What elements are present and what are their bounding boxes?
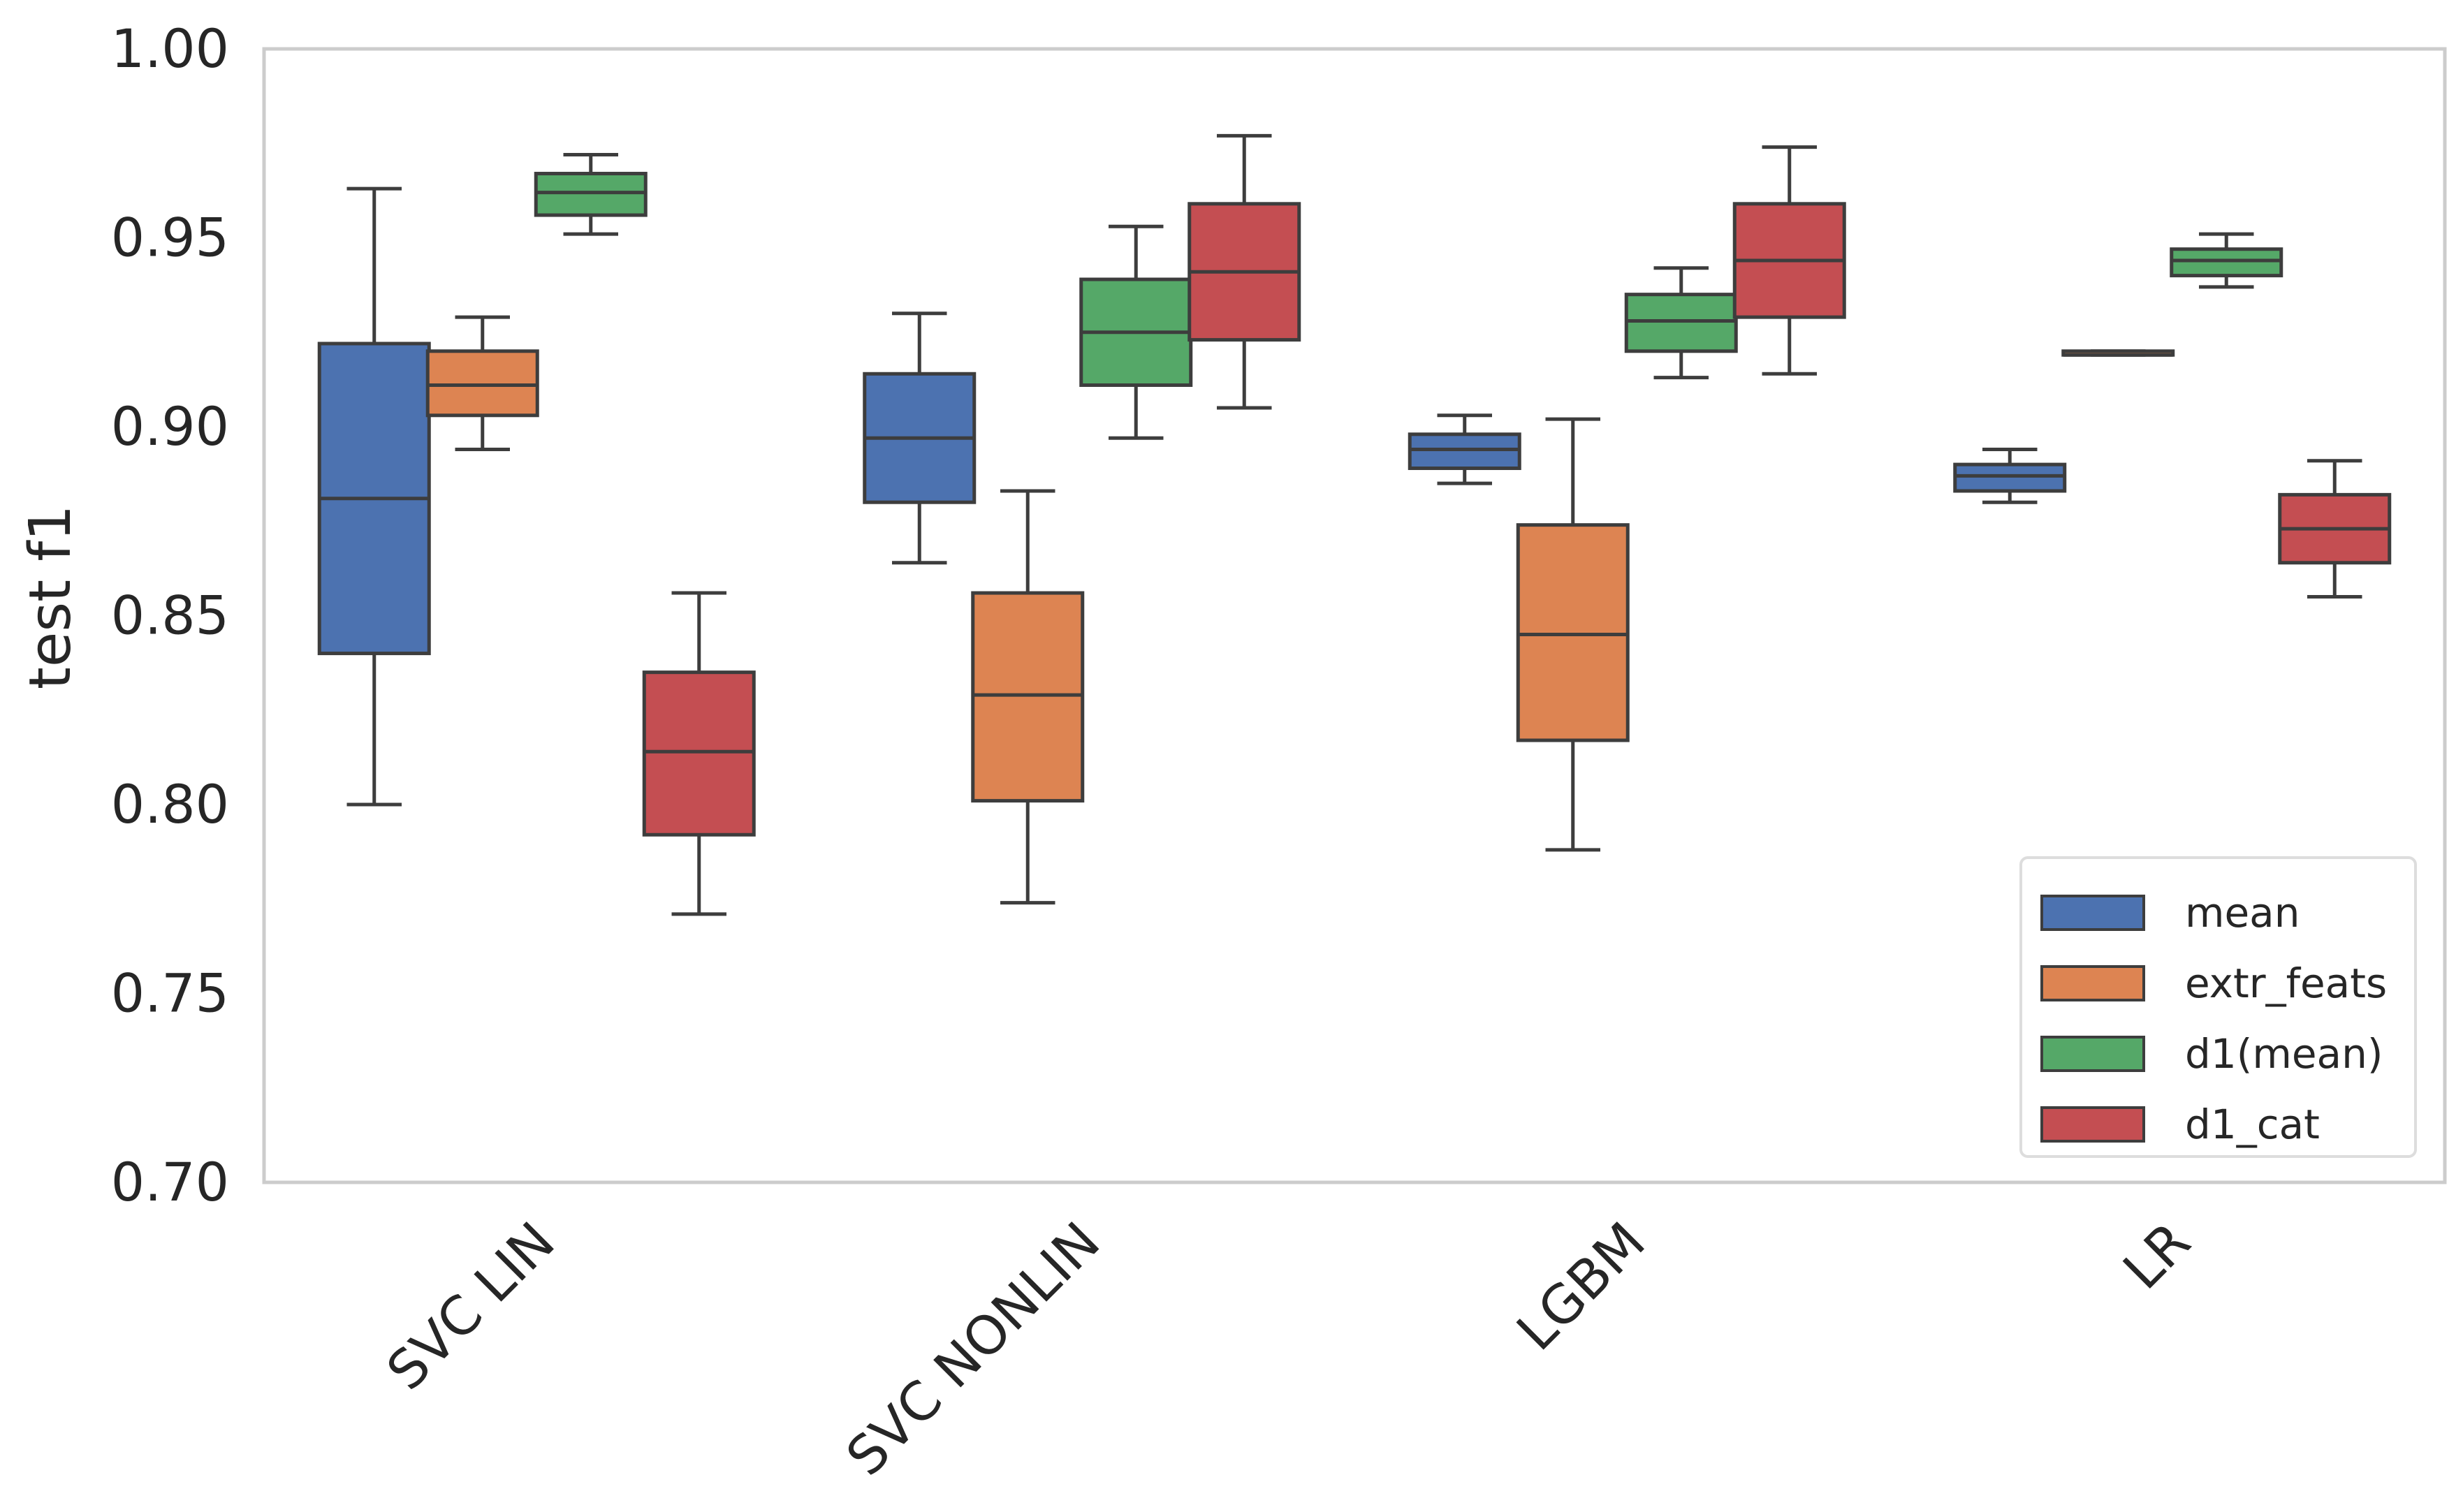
box-extr_feats-svc-lin: [425, 315, 539, 451]
box-d1(mean)-lr: [2170, 232, 2283, 289]
box-d1_cat-svc-nonlin: [1187, 133, 1301, 410]
box-extr_feats-svc-nonlin: [971, 489, 1085, 905]
box-mean-lgbm: [1408, 413, 1521, 485]
y-tick-label: 1.00: [111, 17, 229, 80]
box-extr_feats-lgbm: [1516, 417, 1630, 852]
box-d1_cat-lr: [2278, 459, 2392, 599]
box-d1(mean)-lgbm: [1624, 266, 1738, 380]
box-extr_feats-lr: [2061, 349, 2175, 357]
box-iqr: [1624, 293, 1738, 353]
legend-swatch: [2040, 1106, 2145, 1143]
legend-swatch: [2040, 965, 2145, 1001]
box-iqr: [1953, 462, 2067, 493]
box-d1(mean)-svc-lin: [534, 152, 648, 236]
box-mean-lr: [1953, 447, 2067, 504]
legend-swatch: [2040, 895, 2145, 931]
y-tick-label: 0.75: [111, 962, 229, 1025]
y-tick-label: 0.90: [111, 395, 229, 457]
box-iqr: [971, 591, 1085, 803]
box-iqr: [1408, 432, 1521, 471]
legend-label: d1(mean): [2185, 1030, 2383, 1078]
y-tick-labels: 0.70 0.75 0.80 0.85 0.90 0.95 1.00: [111, 17, 229, 1213]
y-tick-label: 0.70: [111, 1151, 229, 1213]
box-iqr: [1516, 523, 1630, 742]
legend: mean extr_feats d1(mean) d1_cat: [2019, 856, 2417, 1158]
box-d1(mean)-svc-nonlin: [1079, 224, 1193, 440]
plot-area: [262, 47, 2447, 1184]
legend-swatch: [2040, 1036, 2145, 1072]
legend-label: mean: [2185, 889, 2300, 937]
legend-label: d1_cat: [2185, 1101, 2320, 1148]
box-iqr: [425, 349, 539, 418]
box-iqr: [534, 172, 648, 217]
legend-label: extr_feats: [2185, 960, 2387, 1007]
legend-frame: [2019, 856, 2417, 1158]
box-mean-svc-lin: [317, 186, 431, 807]
plot-frame: [262, 47, 2447, 1184]
box-mean-svc-nonlin: [863, 311, 977, 565]
y-axis-label: test f1: [17, 505, 84, 690]
box-d1_cat-lgbm: [1732, 145, 1846, 376]
y-tick-label: 0.95: [111, 207, 229, 269]
box-iqr: [642, 670, 756, 837]
box-d1_cat-svc-lin: [642, 591, 756, 916]
y-tick-label: 0.80: [111, 773, 229, 835]
y-tick-label: 0.85: [111, 585, 229, 647]
box-iqr: [2170, 247, 2283, 278]
